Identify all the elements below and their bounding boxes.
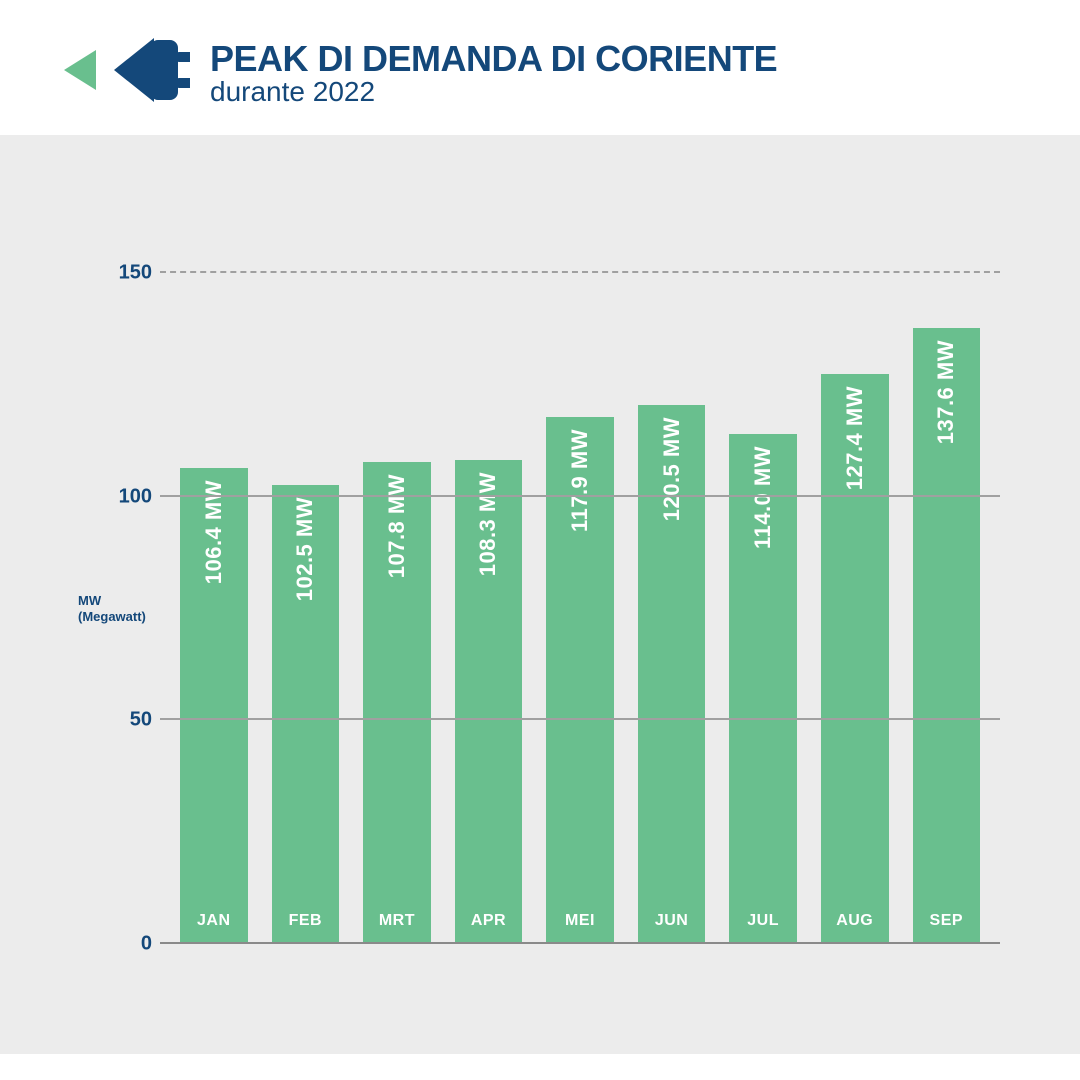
page-title: PEAK DI DEMANDA DI CORIENTE [210,38,777,80]
logo-plug-icon [30,30,190,115]
bar-slot: 108.3 MW APR [455,273,523,944]
bar-slot: 114.0 MW JUL [729,273,797,944]
bar-month-label: MEI [565,912,595,930]
bar-value-label: 108.3 MW [475,472,501,576]
logo-arrow-left [64,50,96,90]
bar-slot: 107.8 MW MRT [363,273,431,944]
bar-slot: 120.5 MW JUN [638,273,706,944]
title-block: PEAK DI DEMANDA DI CORIENTE durante 2022 [210,38,777,108]
bar-value-label: 102.5 MW [292,497,318,601]
y-tick-label: 150 [112,262,152,285]
chart-area: 106.4 MWJAN 102.5 MW FEB 107.8 MW MRT 108.3 M… [0,135,1080,1054]
logo-plug [114,38,190,102]
y-tick-label: 50 [112,709,152,732]
chart-bars: 106.4 MWJAN 102.5 MW FEB 107.8 MW MRT 108.3 M… [160,273,1000,944]
y-axis-label: MW (Megawatt) [78,592,146,625]
bar-slot: 137.6 MW SEP [913,273,981,944]
bar: 114.0 MW JUL [729,434,797,944]
gridline [160,718,1000,720]
bar-value-label: 120.5 MW [659,417,685,521]
bar: 120.5 MW JUN [638,405,706,944]
bar: 102.5 MW FEB [272,485,340,944]
gridline [160,495,1000,497]
bar: 137.6 MW SEP [913,328,981,944]
y-tick-label: 0 [112,933,152,956]
bar-value-label: 114.0 MW [750,446,776,549]
bar-slot: 117.9 MW MEI [546,273,614,944]
bar: 108.3 MW APR [455,460,523,944]
bar-month-label: JAN [197,912,231,930]
bar: 107.8 MW MRT [363,462,431,944]
chart-inner: 106.4 MWJAN 102.5 MW FEB 107.8 MW MRT 108.3 M… [40,195,1040,1014]
bar-month-label: MRT [379,912,415,930]
y-tick-label: 100 [112,485,152,508]
bar-value-label: 127.4 MW [842,386,868,490]
bar-value-label: 117.9 MW [567,429,593,532]
y-axis-label-line2: (Megawatt) [78,609,146,625]
bar-month-label: FEB [289,912,323,930]
bar-slot: 106.4 MWJAN [180,273,248,944]
bar-month-label: AUG [836,912,873,930]
chart-plot: 106.4 MWJAN 102.5 MW FEB 107.8 MW MRT 108.3 M… [160,273,1000,944]
gridline [160,271,1000,273]
header: PEAK DI DEMANDA DI CORIENTE durante 2022 [0,0,1080,135]
bar: 127.4 MW AUG [821,374,889,944]
page-subtitle: durante 2022 [210,76,777,108]
bar-month-label: SEP [930,912,964,930]
gridline [160,942,1000,944]
bar-month-label: JUL [747,912,779,930]
bar: 106.4 MWJAN [180,468,248,944]
bar-month-label: JUN [655,912,689,930]
bar-slot: 127.4 MW AUG [821,273,889,944]
bar-value-label: 137.6 MW [933,340,959,444]
bar-month-label: APR [471,912,506,930]
bar-slot: 102.5 MW FEB [272,273,340,944]
y-axis-label-line1: MW [78,592,146,608]
bar-value-label: 107.8 MW [384,474,410,578]
